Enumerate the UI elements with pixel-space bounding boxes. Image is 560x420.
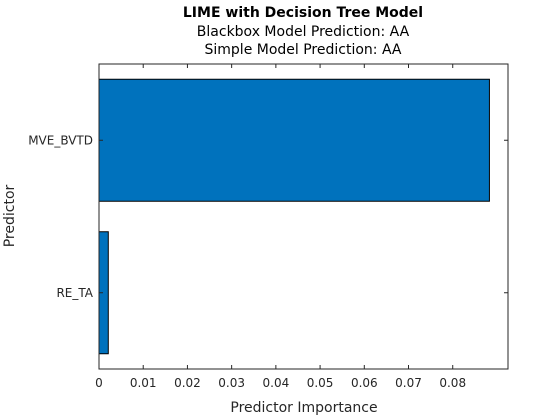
x-tick-label: 0 — [95, 376, 103, 390]
x-tick-label: 0.01 — [130, 376, 157, 390]
x-tick-label: 0.03 — [218, 376, 245, 390]
x-tick-label: 0.04 — [263, 376, 290, 390]
bar-mve-bvtd — [98, 78, 490, 202]
chart-subtitle-line-1: Blackbox Model Prediction: AA — [197, 24, 410, 40]
x-tick-label: 0.06 — [351, 376, 378, 390]
x-axis-label: Predictor Importance — [230, 400, 377, 416]
x-tick-label: 0.02 — [174, 376, 201, 390]
y-tick-label: RE_TA — [56, 286, 93, 300]
axes-box — [98, 63, 509, 370]
chart-subtitle-line-2: Simple Model Prediction: AA — [205, 42, 402, 58]
x-tick-label: 0.07 — [395, 376, 422, 390]
y-axis-label: Predictor — [2, 184, 18, 247]
plot-area: 0 0.01 0.02 0.03 0.04 0.05 0.06 0.07 0.08 RE_TA MV… — [28, 63, 509, 390]
x-tick-label: 0.08 — [439, 376, 466, 390]
x-tick-label: 0.05 — [307, 376, 334, 390]
chart-title: LIME with Decision Tree Model — [183, 5, 423, 21]
y-tick-label: MVE_BVTD — [28, 133, 93, 147]
